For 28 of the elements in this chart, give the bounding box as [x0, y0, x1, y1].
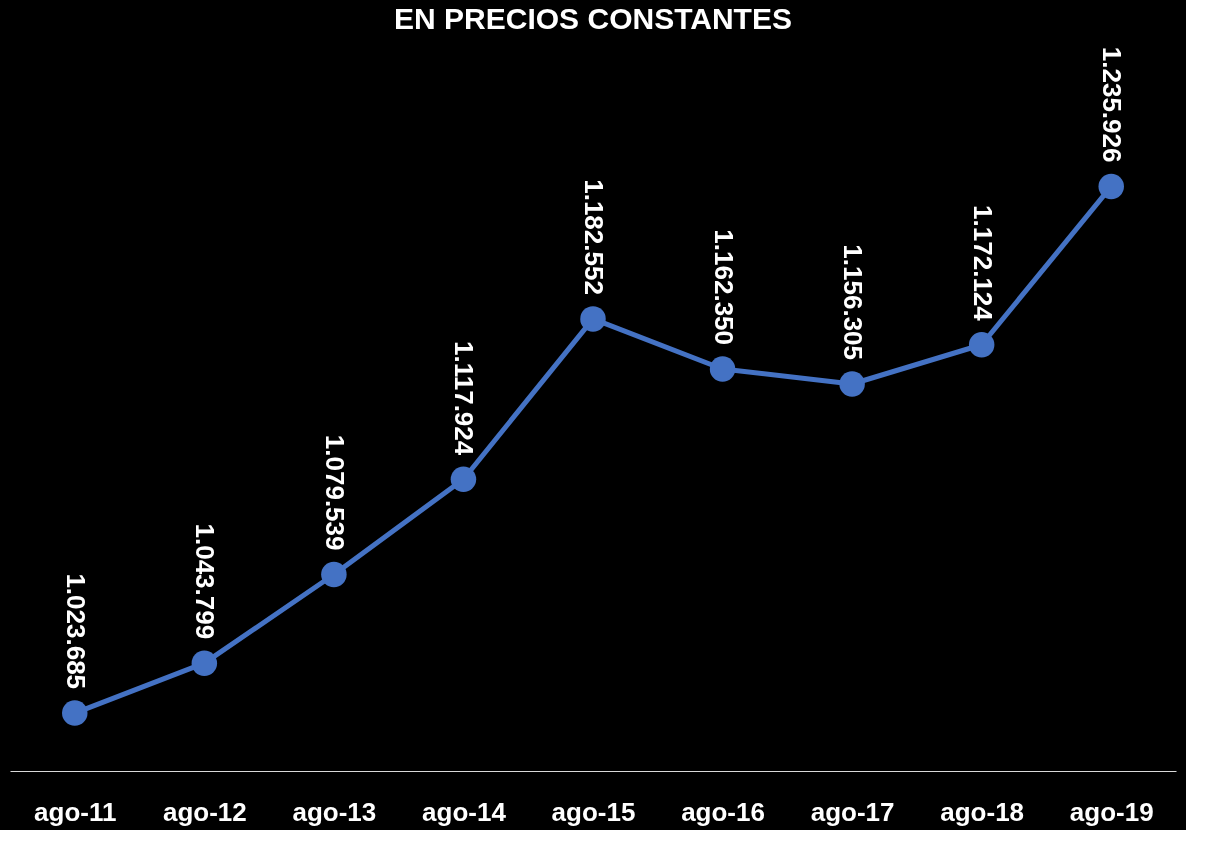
data-label: 1.156.305: [838, 244, 869, 361]
data-label: 1.162.350: [708, 229, 739, 346]
x-tick-label: ago-16: [681, 796, 765, 827]
data-label: 1.117.924: [449, 341, 480, 456]
data-label: 1.043.799: [190, 523, 221, 640]
point: [709, 356, 736, 382]
point: [1098, 173, 1124, 200]
data-label: 1.172.124: [967, 205, 998, 322]
x-tick-label: ago-11: [34, 796, 117, 827]
x-tick-label: ago-12: [162, 796, 247, 827]
point: [450, 466, 477, 492]
point: [321, 561, 347, 588]
data-label: 1.182.552: [579, 179, 609, 295]
x-tick-label: ago-14: [422, 796, 507, 827]
data-label: 1.079.539: [319, 434, 350, 551]
point: [580, 306, 606, 332]
x-tick-label: ago-19: [1069, 796, 1154, 827]
x-tick-label: ago-13: [292, 796, 377, 827]
chart-title: EN PRECIOS CONSTANTES: [394, 2, 792, 35]
point: [968, 332, 995, 358]
x-tick-label: ago-15: [551, 796, 636, 827]
point: [191, 650, 218, 676]
data-label: 1.023.685: [60, 573, 91, 690]
x-tick-label: ago-17: [810, 796, 895, 827]
x-tick-label: ago-18: [940, 796, 1025, 827]
point: [839, 371, 865, 397]
data-label: 1.235.926: [1097, 46, 1128, 163]
point: [62, 700, 88, 726]
